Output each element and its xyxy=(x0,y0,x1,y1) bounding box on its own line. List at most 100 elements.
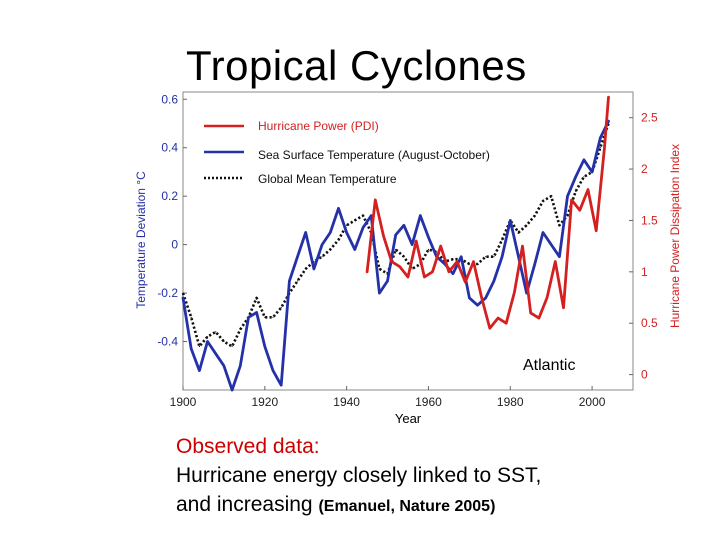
data-point-gmt xyxy=(501,239,503,241)
data-point-sst xyxy=(256,311,258,314)
data-point-sst xyxy=(354,248,356,251)
caption-citation: (Emanuel, Nature 2005) xyxy=(318,498,496,515)
data-point-sst xyxy=(280,384,282,386)
data-point-pdi xyxy=(538,317,540,319)
legend-label-sst: Sea Surface Temperature (August-October) xyxy=(258,148,490,162)
data-point-gmt xyxy=(215,331,217,333)
data-point-gmt xyxy=(329,248,331,251)
data-point-gmt xyxy=(534,215,536,217)
data-point-gmt xyxy=(362,215,364,217)
data-point-gmt xyxy=(272,316,274,318)
data-point-gmt xyxy=(493,256,495,258)
data-point-sst xyxy=(386,280,389,282)
data-point-sst xyxy=(509,219,511,221)
right-tick-label: 2 xyxy=(641,162,648,176)
data-point-gmt xyxy=(436,251,438,253)
data-point-sst xyxy=(460,256,462,258)
left-tick-label: 0.2 xyxy=(161,189,178,203)
data-point-gmt xyxy=(550,195,552,197)
data-point-gmt xyxy=(485,256,487,258)
data-point-gmt xyxy=(566,215,569,217)
data-point-sst xyxy=(288,280,290,282)
caption-line-1: Observed data: xyxy=(176,435,320,458)
data-point-pdi xyxy=(440,245,442,247)
data-point-pdi xyxy=(530,312,532,314)
data-point-sst xyxy=(313,268,315,270)
data-point-sst xyxy=(329,231,331,234)
caption-line-2: Hurricane energy closely linked to SST, xyxy=(176,464,542,487)
left-tick-label: 0 xyxy=(171,238,178,252)
data-point-gmt xyxy=(346,224,348,226)
data-point-pdi xyxy=(481,296,483,299)
data-point-gmt xyxy=(526,224,528,226)
data-point-sst xyxy=(321,244,323,246)
right-tick-label: 1 xyxy=(641,265,648,279)
data-point-sst xyxy=(591,171,593,173)
data-point-pdi xyxy=(374,199,376,201)
data-point-sst xyxy=(607,120,610,122)
data-point-sst xyxy=(305,231,307,234)
data-point-pdi xyxy=(448,271,450,273)
right-tick-label: 2.5 xyxy=(641,111,658,125)
right-tick-label: 0 xyxy=(641,368,648,382)
legend: Hurricane Power (PDI) Sea Surface Temper… xyxy=(204,119,490,186)
data-point-sst xyxy=(575,176,577,178)
left-tick-label: -0.4 xyxy=(157,335,178,349)
data-point-pdi xyxy=(456,261,458,263)
data-point-sst xyxy=(517,256,520,258)
data-point-gmt xyxy=(296,280,299,282)
data-point-sst xyxy=(239,365,241,367)
data-point-gmt xyxy=(583,176,585,178)
data-point-sst xyxy=(272,370,274,372)
data-point-pdi xyxy=(595,230,597,232)
data-point-gmt xyxy=(321,256,323,258)
data-point-sst xyxy=(182,297,184,299)
data-point-sst xyxy=(190,348,192,350)
slide-title: Tropical Cyclones xyxy=(186,42,527,89)
data-point-gmt xyxy=(337,239,340,241)
x-tick-label: 1920 xyxy=(251,395,278,409)
data-point-pdi xyxy=(423,276,425,278)
data-point-gmt xyxy=(190,316,192,318)
data-point-sst xyxy=(468,297,470,299)
x-axis-label: Year xyxy=(395,411,422,426)
x-tick-label: 1960 xyxy=(415,395,442,409)
data-point-pdi xyxy=(521,245,524,247)
data-point-gmt xyxy=(542,200,544,202)
data-point-pdi xyxy=(399,266,401,268)
right-axis-ticks: 2.5 2 1.5 1 0.5 0 xyxy=(629,111,658,382)
caption-line-3-text: and increasing xyxy=(176,493,313,516)
data-point-sst xyxy=(501,256,503,258)
x-tick-label: 1980 xyxy=(497,395,524,409)
data-point-sst xyxy=(247,316,250,318)
series-points-sst xyxy=(182,120,610,391)
data-point-pdi xyxy=(571,199,573,201)
data-point-pdi xyxy=(513,291,516,293)
data-point-sst xyxy=(206,340,209,343)
data-point-gmt xyxy=(427,248,430,251)
data-point-pdi xyxy=(366,271,368,273)
data-point-gmt xyxy=(517,231,520,234)
data-point-pdi xyxy=(554,261,556,263)
data-point-gmt xyxy=(575,190,577,192)
data-point-gmt xyxy=(256,297,258,299)
data-point-pdi xyxy=(472,261,475,263)
data-point-sst xyxy=(419,215,421,217)
data-point-sst xyxy=(558,256,561,258)
data-point-pdi xyxy=(415,240,417,242)
data-point-sst xyxy=(370,215,372,217)
data-point-pdi xyxy=(562,307,565,309)
data-point-gmt xyxy=(280,307,282,309)
data-point-sst xyxy=(599,137,601,139)
left-tick-label: 0.4 xyxy=(161,141,178,155)
data-point-gmt xyxy=(411,268,413,270)
series-points-pdi xyxy=(366,96,610,329)
data-point-pdi xyxy=(587,189,589,191)
data-point-pdi xyxy=(407,276,409,278)
caption-line-3: and increasing (Emanuel, Nature 2005) xyxy=(176,490,541,521)
data-point-gmt xyxy=(395,248,397,251)
data-point-sst xyxy=(346,231,348,234)
data-point-sst xyxy=(231,389,233,391)
data-point-sst xyxy=(264,345,266,347)
